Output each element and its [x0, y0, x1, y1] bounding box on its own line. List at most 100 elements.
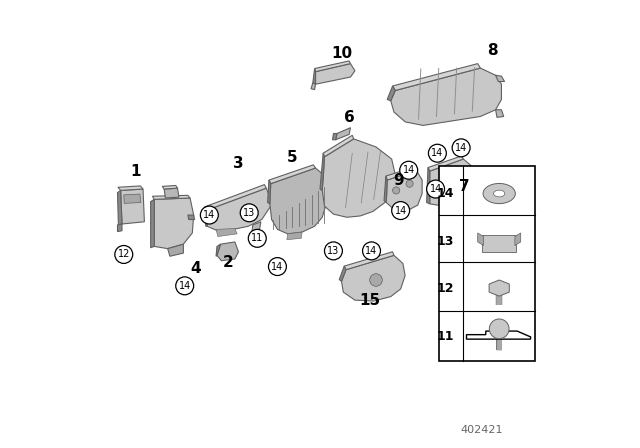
Polygon shape — [154, 198, 194, 249]
Text: 14: 14 — [271, 262, 284, 271]
Text: 13: 13 — [327, 246, 340, 256]
Circle shape — [248, 229, 266, 247]
Polygon shape — [217, 242, 239, 261]
Text: 12: 12 — [436, 282, 454, 296]
Polygon shape — [428, 156, 463, 171]
Circle shape — [392, 187, 400, 194]
Circle shape — [176, 277, 194, 295]
Circle shape — [427, 180, 445, 198]
Polygon shape — [287, 232, 302, 240]
Polygon shape — [339, 266, 346, 281]
Text: 8: 8 — [487, 43, 498, 58]
Polygon shape — [335, 128, 351, 140]
Polygon shape — [252, 222, 261, 232]
Polygon shape — [386, 167, 416, 180]
Ellipse shape — [493, 190, 505, 197]
Text: 14: 14 — [455, 143, 467, 153]
Polygon shape — [316, 64, 355, 84]
Circle shape — [115, 246, 132, 263]
Text: 14: 14 — [431, 148, 444, 158]
Circle shape — [240, 204, 258, 222]
Polygon shape — [470, 197, 477, 204]
Circle shape — [428, 144, 446, 162]
Polygon shape — [313, 69, 316, 84]
Text: 14: 14 — [394, 206, 407, 215]
Text: 2: 2 — [223, 254, 234, 270]
Polygon shape — [118, 224, 122, 232]
Circle shape — [370, 274, 382, 286]
Text: 402421: 402421 — [461, 425, 504, 435]
Text: 12: 12 — [118, 250, 130, 259]
Text: 6: 6 — [344, 110, 355, 125]
Text: 14: 14 — [429, 184, 442, 194]
Circle shape — [200, 206, 218, 224]
Polygon shape — [392, 64, 481, 90]
Polygon shape — [124, 194, 141, 203]
Bar — [439, 166, 535, 361]
Text: 13: 13 — [436, 235, 454, 249]
Polygon shape — [118, 186, 143, 190]
Text: 14: 14 — [204, 210, 216, 220]
Circle shape — [392, 202, 410, 220]
Polygon shape — [270, 168, 328, 234]
Text: 3: 3 — [233, 156, 244, 171]
Polygon shape — [204, 185, 266, 211]
Text: 14: 14 — [365, 246, 378, 256]
Text: 7: 7 — [460, 179, 470, 194]
Polygon shape — [118, 190, 122, 225]
Polygon shape — [269, 165, 316, 184]
Polygon shape — [477, 233, 484, 246]
Polygon shape — [188, 215, 195, 220]
Polygon shape — [311, 83, 316, 90]
Ellipse shape — [483, 184, 515, 203]
Circle shape — [400, 161, 418, 179]
Polygon shape — [515, 233, 521, 246]
Polygon shape — [204, 207, 207, 226]
Polygon shape — [344, 252, 394, 270]
Polygon shape — [152, 195, 190, 199]
Polygon shape — [120, 189, 145, 224]
Polygon shape — [430, 159, 473, 207]
Circle shape — [452, 139, 470, 157]
Polygon shape — [495, 75, 504, 82]
Circle shape — [362, 242, 380, 260]
Polygon shape — [387, 170, 422, 211]
Text: 10: 10 — [331, 46, 352, 61]
Polygon shape — [472, 167, 479, 174]
Text: 14: 14 — [436, 187, 454, 200]
Text: 11: 11 — [436, 330, 454, 344]
Polygon shape — [482, 235, 516, 252]
Polygon shape — [150, 199, 154, 248]
Polygon shape — [168, 244, 183, 256]
Polygon shape — [467, 331, 531, 339]
Polygon shape — [427, 168, 430, 204]
Polygon shape — [320, 153, 324, 190]
Polygon shape — [387, 86, 396, 101]
Text: 13: 13 — [243, 208, 255, 218]
Polygon shape — [391, 68, 502, 125]
Circle shape — [406, 180, 413, 187]
Polygon shape — [164, 188, 179, 198]
Text: 4: 4 — [190, 261, 201, 276]
Polygon shape — [323, 135, 353, 157]
Polygon shape — [333, 134, 337, 140]
Text: 11: 11 — [251, 233, 264, 243]
Polygon shape — [315, 61, 351, 72]
Circle shape — [269, 258, 286, 276]
Polygon shape — [323, 139, 396, 217]
Polygon shape — [205, 188, 271, 232]
Polygon shape — [163, 185, 177, 189]
Polygon shape — [216, 244, 221, 256]
Text: 15: 15 — [360, 293, 381, 308]
Polygon shape — [216, 228, 237, 237]
Text: 5: 5 — [287, 150, 298, 165]
Text: 14: 14 — [179, 281, 191, 291]
Circle shape — [324, 242, 342, 260]
Circle shape — [490, 319, 509, 339]
Polygon shape — [342, 255, 405, 301]
Polygon shape — [384, 176, 387, 202]
Polygon shape — [489, 280, 509, 296]
Text: 1: 1 — [130, 164, 141, 179]
Polygon shape — [495, 110, 504, 117]
Text: 9: 9 — [394, 172, 404, 188]
